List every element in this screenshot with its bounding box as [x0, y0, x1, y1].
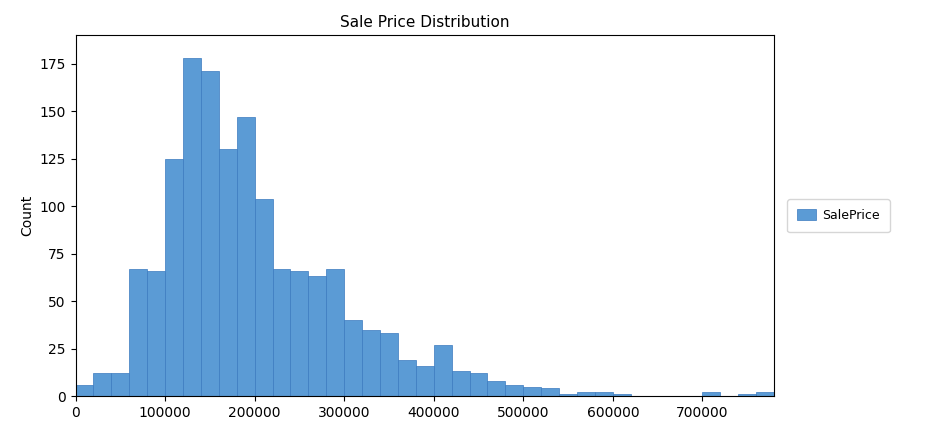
Bar	[380, 334, 398, 396]
Bar	[345, 320, 362, 396]
Bar	[469, 373, 487, 396]
Legend: SalePrice: SalePrice	[787, 199, 890, 232]
Title: Sale Price Distribution: Sale Price Distribution	[340, 15, 510, 30]
Bar	[828, 392, 846, 396]
Bar	[147, 271, 165, 396]
Bar	[613, 394, 631, 396]
Bar	[541, 389, 559, 396]
Bar	[792, 394, 810, 396]
Bar	[237, 117, 255, 396]
Bar	[756, 392, 774, 396]
Bar	[774, 394, 792, 396]
Bar	[165, 159, 183, 396]
Bar	[559, 394, 577, 396]
Bar	[433, 345, 451, 396]
Bar	[183, 58, 201, 396]
Bar	[327, 269, 345, 396]
Y-axis label: Count: Count	[20, 195, 34, 236]
Bar	[291, 271, 309, 396]
Bar	[76, 385, 93, 396]
Bar	[738, 394, 756, 396]
Bar	[255, 198, 273, 396]
Bar	[273, 269, 291, 396]
Bar	[219, 149, 237, 396]
Bar	[129, 269, 147, 396]
Bar	[111, 373, 129, 396]
Bar	[201, 71, 219, 396]
Bar	[398, 360, 416, 396]
Bar	[523, 386, 541, 396]
Bar	[416, 366, 433, 396]
Bar	[451, 371, 469, 396]
Bar	[362, 330, 380, 396]
Bar	[487, 381, 505, 396]
Bar	[505, 385, 523, 396]
Bar	[93, 373, 111, 396]
Bar	[595, 392, 613, 396]
Bar	[577, 392, 595, 396]
Bar	[309, 276, 327, 396]
Bar	[702, 392, 720, 396]
